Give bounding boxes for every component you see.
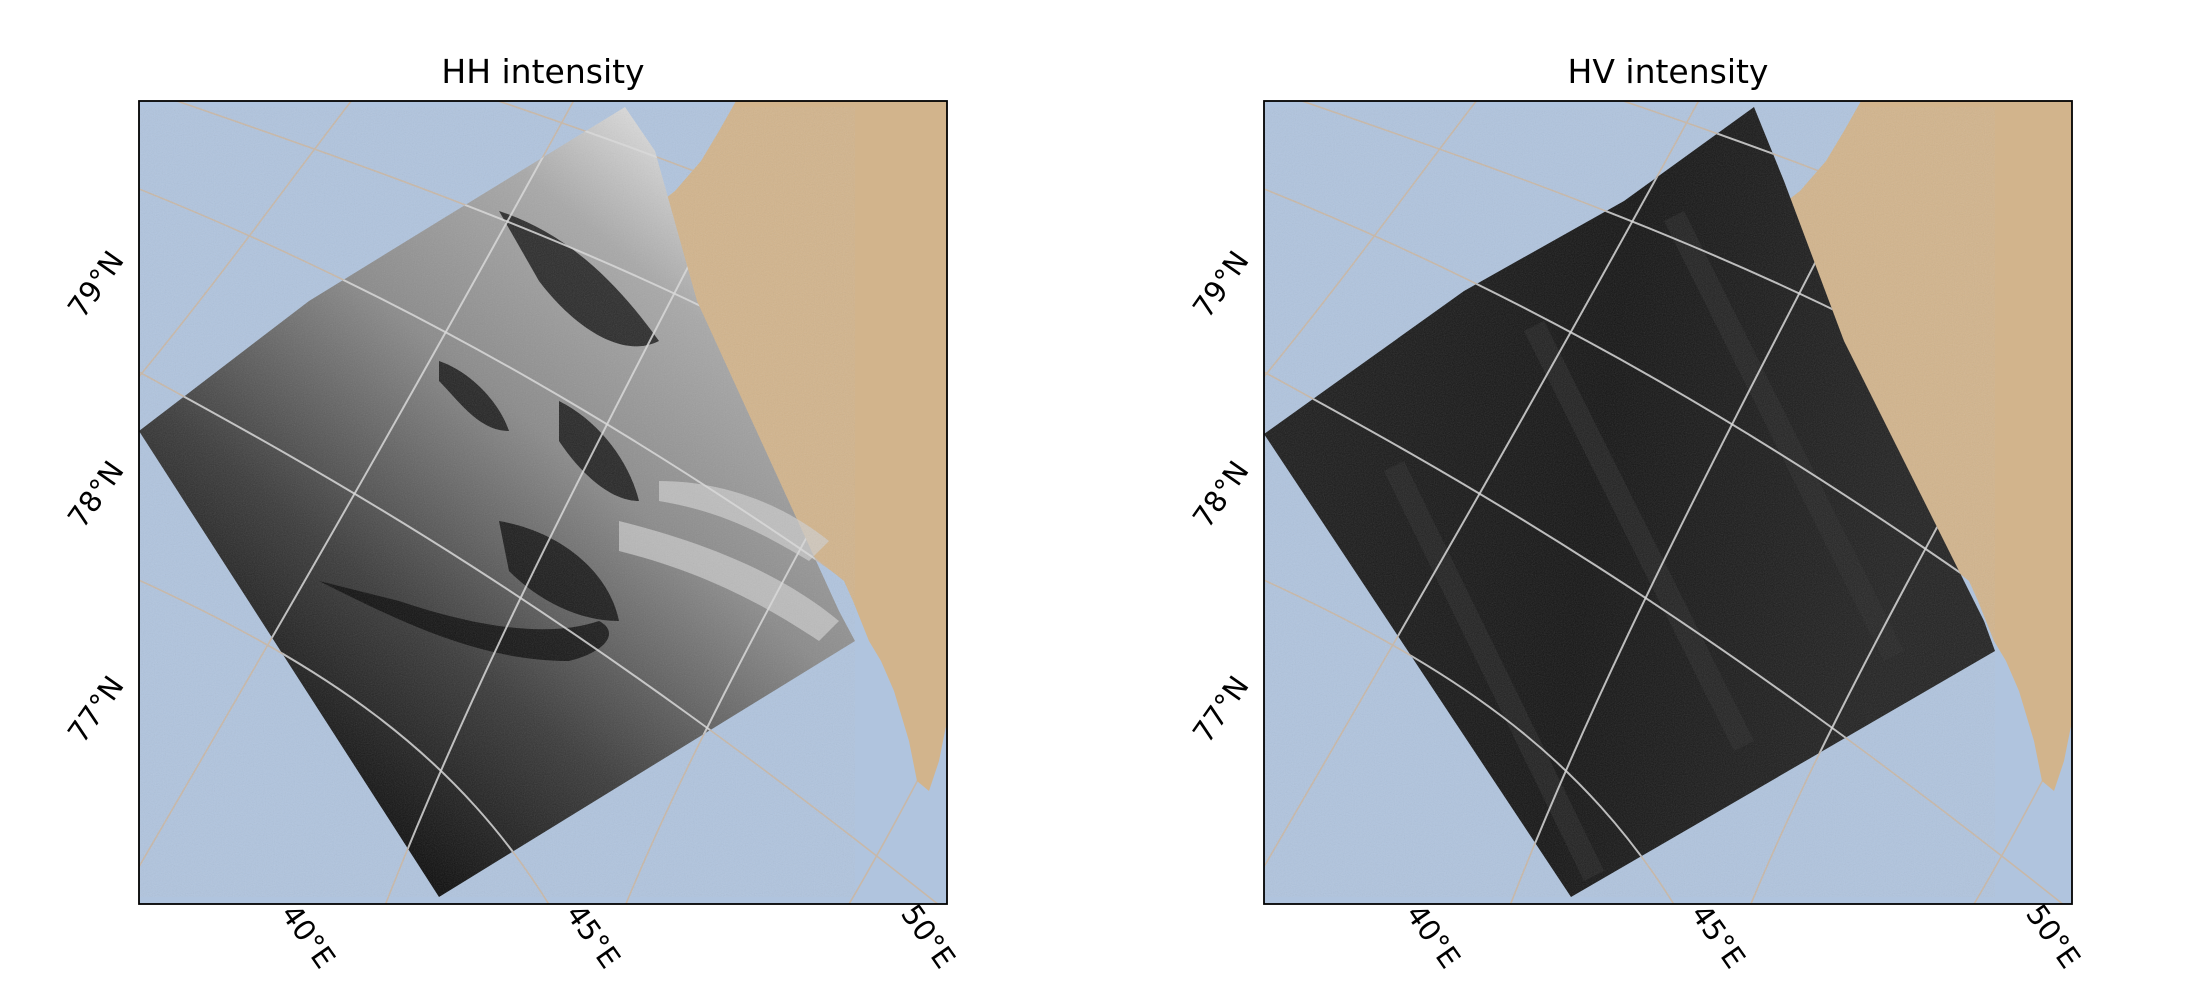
lat-label: 78°N xyxy=(1186,455,1256,534)
lat-label: 77°N xyxy=(1186,670,1256,749)
panel-title: HH intensity xyxy=(441,52,644,91)
map-panel-1: HH intensity 79°N 78°N 77°N 40°E 45°E 50°E xyxy=(61,52,962,975)
hh-swath xyxy=(139,107,855,897)
map-frame xyxy=(1263,100,2073,905)
lon-label: 45°E xyxy=(1684,898,1752,975)
lon-label: 50°E xyxy=(2019,898,2087,975)
lon-label: 45°E xyxy=(559,898,627,975)
graticule-line xyxy=(139,101,353,379)
map-frame xyxy=(138,100,948,905)
graticule-line xyxy=(1264,101,1478,379)
panel-title: HV intensity xyxy=(1568,52,1769,91)
lon-label: 50°E xyxy=(894,898,962,975)
lat-label: 78°N xyxy=(61,455,131,534)
lon-label: 40°E xyxy=(1399,898,1467,975)
map-area xyxy=(139,101,947,904)
land-mass xyxy=(1742,101,2072,791)
lat-label: 79°N xyxy=(1186,245,1256,324)
swath-texture xyxy=(1264,107,1995,897)
map-panel-2: HV intensity 79°N 78°N 77°N 40°E 45°E 50°E xyxy=(1186,52,2087,975)
lon-label: 40°E xyxy=(274,898,342,975)
lat-label: 79°N xyxy=(61,245,131,324)
map-area xyxy=(1264,101,2072,904)
lat-label: 77°N xyxy=(61,670,131,749)
land-mass xyxy=(617,101,947,791)
swath-texture xyxy=(139,107,855,897)
